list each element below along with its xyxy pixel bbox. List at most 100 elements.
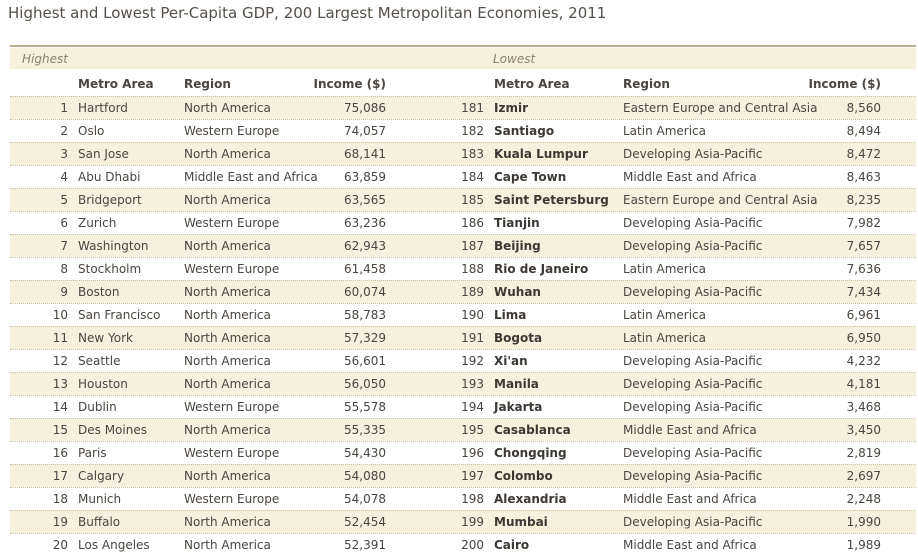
- highest-region: Middle East and Africa: [184, 170, 318, 184]
- highest-rank: 16: [52, 446, 68, 460]
- table-row: 14 Dublin Western Europe 55,578 194 Jakarta De…: [10, 395, 916, 418]
- highest-metro-header: Metro Area: [78, 77, 154, 91]
- lowest-income: 7,434: [846, 285, 881, 299]
- highest-metro: Zurich: [78, 216, 117, 230]
- table-row: 10 San Francisco North America 58,783 190 Lim…: [10, 303, 916, 326]
- lowest-rank: 191: [461, 331, 484, 345]
- highest-region: North America: [184, 469, 271, 483]
- highest-region: North America: [184, 193, 271, 207]
- lowest-rank: 199: [461, 515, 484, 529]
- highest-income: 54,080: [344, 469, 386, 483]
- highest-region: Western Europe: [184, 446, 280, 460]
- lowest-region: Developing Asia-Pacific: [623, 446, 763, 460]
- lowest-metro-header: Metro Area: [494, 77, 570, 91]
- highest-region: North America: [184, 538, 271, 552]
- lowest-region: Middle East and Africa: [623, 423, 757, 437]
- table-row: 6 Zurich Western Europe 63,236 186 Tianjin Dev…: [10, 211, 916, 234]
- lowest-income: 8,560: [846, 101, 881, 115]
- lowest-section-label: Lowest: [493, 52, 536, 66]
- highest-rank: 1: [60, 101, 68, 115]
- highest-income: 52,454: [344, 515, 386, 529]
- highest-region: Western Europe: [184, 400, 280, 414]
- lowest-region: Developing Asia-Pacific: [623, 216, 763, 230]
- lowest-income: 8,472: [846, 147, 881, 161]
- highest-metro: San Francisco: [78, 308, 161, 322]
- highest-rank: 18: [52, 492, 68, 506]
- table-row: 7 Washington North America 62,943 187 Beijing…: [10, 234, 916, 257]
- highest-metro: Paris: [78, 446, 107, 460]
- table-row: 19 Buffalo North America 52,454 199 Mumbai Dev…: [10, 510, 916, 533]
- table-row: 3 San Jose North America 68,141 183 Kuala Lum…: [10, 142, 916, 165]
- highest-rank: 5: [60, 193, 68, 207]
- highest-metro: New York: [78, 331, 133, 345]
- highest-income: 57,329: [344, 331, 386, 345]
- lowest-region: Developing Asia-Pacific: [623, 354, 763, 368]
- highest-region: North America: [184, 308, 271, 322]
- lowest-rank: 196: [461, 446, 484, 460]
- lowest-region: Middle East and Africa: [623, 538, 757, 552]
- lowest-metro: Xi'an: [494, 354, 528, 368]
- table-row: 15 Des Moines North America 55,335 195 Casabl…: [10, 418, 916, 441]
- lowest-rank: 183: [461, 147, 484, 161]
- highest-income: 62,943: [344, 239, 386, 253]
- lowest-metro: Chongqing: [494, 446, 567, 460]
- highest-income: 60,074: [344, 285, 386, 299]
- section-header-bar: [10, 48, 916, 69]
- lowest-income: 6,961: [846, 308, 881, 322]
- table-row: 9 Boston North America 60,074 189 Wuhan Develo…: [10, 280, 916, 303]
- lowest-income: 8,235: [846, 193, 881, 207]
- highest-income: 52,391: [344, 538, 386, 552]
- table-row: 20 Los Angeles North America 52,391 200 Cairo…: [10, 533, 916, 556]
- lowest-income: 1,990: [846, 515, 881, 529]
- highest-income-header: Income ($): [313, 77, 386, 91]
- table-row: 17 Calgary North America 54,080 197 Colombo De…: [10, 464, 916, 487]
- table-row: 11 New York North America 57,329 191 Bogota La…: [10, 326, 916, 349]
- lowest-income: 2,248: [846, 492, 881, 506]
- highest-region: North America: [184, 515, 271, 529]
- highest-metro: Bridgeport: [78, 193, 142, 207]
- highest-rank: 8: [60, 262, 68, 276]
- lowest-metro: Manila: [494, 377, 539, 391]
- highest-income: 58,783: [344, 308, 386, 322]
- lowest-metro: Lima: [494, 308, 527, 322]
- highest-rank: 17: [52, 469, 68, 483]
- highest-rank: 6: [60, 216, 68, 230]
- lowest-income: 8,494: [846, 124, 881, 138]
- lowest-region: Middle East and Africa: [623, 170, 757, 184]
- highest-region: Western Europe: [184, 492, 280, 506]
- lowest-rank: 186: [461, 216, 484, 230]
- lowest-rank: 189: [461, 285, 484, 299]
- lowest-income: 4,181: [846, 377, 881, 391]
- lowest-metro: Tianjin: [494, 216, 540, 230]
- highest-region: North America: [184, 101, 271, 115]
- highest-metro: Boston: [78, 285, 120, 299]
- lowest-metro: Jakarta: [494, 400, 543, 414]
- lowest-rank: 182: [461, 124, 484, 138]
- lowest-metro: Izmir: [494, 101, 528, 115]
- highest-income: 68,141: [344, 147, 386, 161]
- table-row: 8 Stockholm Western Europe 61,458 188 Rio de …: [10, 257, 916, 280]
- lowest-income: 8,463: [846, 170, 881, 184]
- highest-rank: 13: [52, 377, 68, 391]
- lowest-region: Developing Asia-Pacific: [623, 239, 763, 253]
- highest-metro: Abu Dhabi: [78, 170, 141, 184]
- lowest-region: Developing Asia-Pacific: [623, 400, 763, 414]
- lowest-income: 7,657: [846, 239, 881, 253]
- lowest-region: Developing Asia-Pacific: [623, 285, 763, 299]
- table-row: 5 Bridgeport North America 63,565 185 Saint P…: [10, 188, 916, 211]
- lowest-income: 3,468: [846, 400, 881, 414]
- lowest-region: Eastern Europe and Central Asia: [623, 101, 818, 115]
- highest-metro: San Jose: [78, 147, 129, 161]
- top-rule: [10, 45, 916, 47]
- highest-rank: 9: [60, 285, 68, 299]
- highest-metro: Los Angeles: [78, 538, 150, 552]
- highest-metro: Stockholm: [78, 262, 142, 276]
- lowest-rank: 188: [461, 262, 484, 276]
- lowest-region: Developing Asia-Pacific: [623, 377, 763, 391]
- lowest-rank: 198: [461, 492, 484, 506]
- lowest-rank: 200: [461, 538, 484, 552]
- highest-rank: 15: [52, 423, 68, 437]
- table-row: 13 Houston North America 56,050 193 Manila Dev…: [10, 372, 916, 395]
- lowest-region: Latin America: [623, 308, 706, 322]
- lowest-region: Developing Asia-Pacific: [623, 469, 763, 483]
